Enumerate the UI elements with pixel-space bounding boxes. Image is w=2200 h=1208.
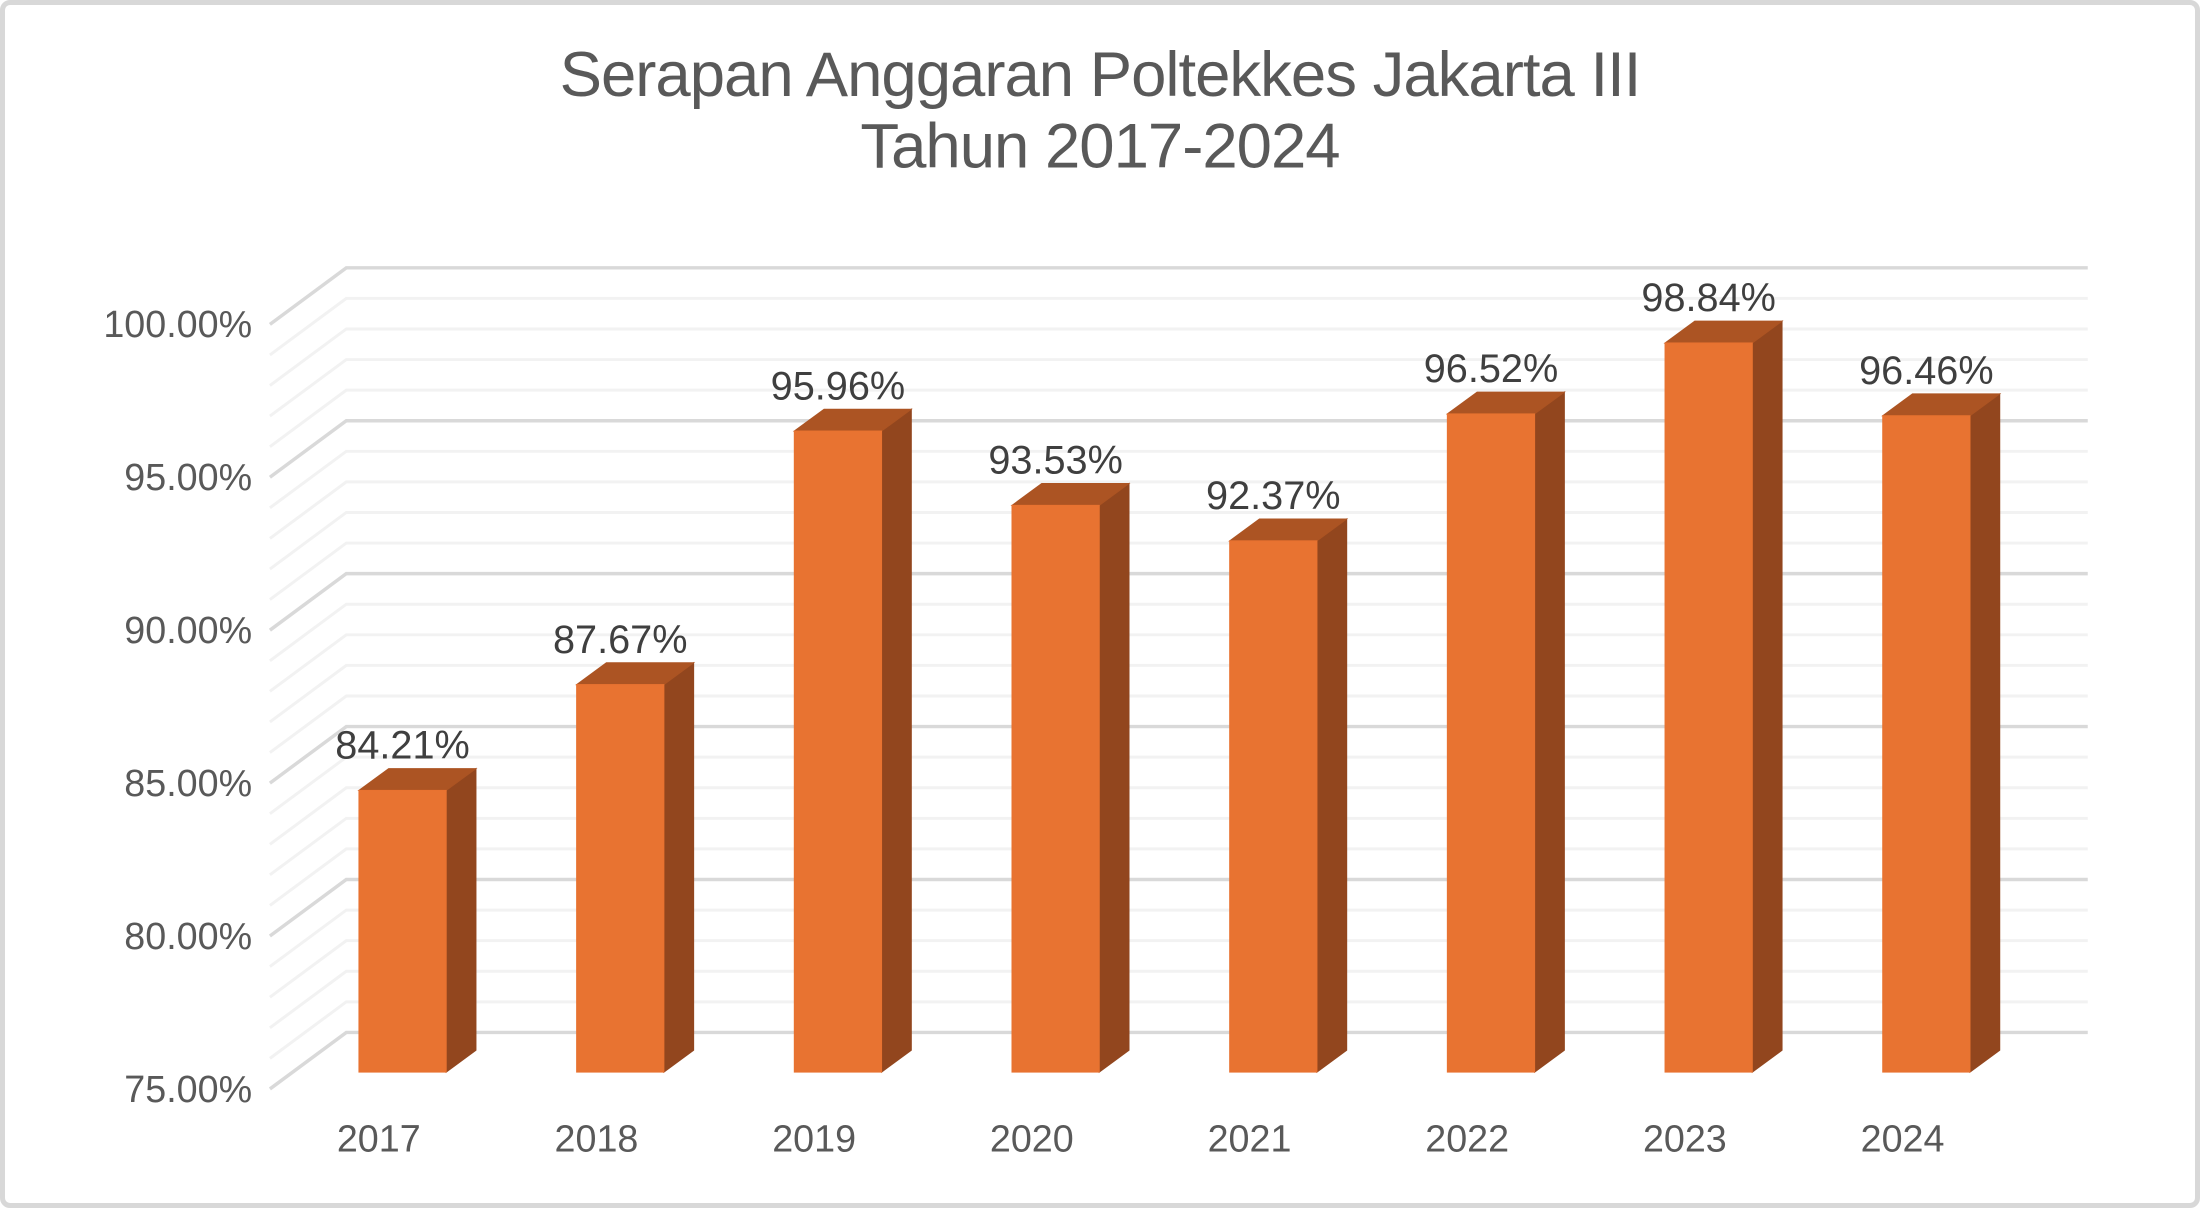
minor-gridline — [269, 449, 2088, 510]
minor-gridline — [269, 296, 2088, 357]
data-label-2020: 93.53% — [988, 439, 1122, 483]
x-tick-2020: 2020 — [990, 1117, 1074, 1159]
chart-title-line1: Serapan Anggaran Poltekkes Jakarta III — [560, 40, 1641, 110]
minor-gridline — [269, 694, 2088, 754]
bar-2022 — [1445, 391, 1566, 1074]
data-label-2024: 96.46% — [1859, 349, 1994, 393]
bar-side-face — [1969, 392, 2001, 1074]
bar-front-face — [358, 789, 447, 1073]
bar-front-face — [1664, 342, 1753, 1073]
minor-gridline — [269, 663, 2088, 724]
minor-gridline — [269, 908, 2088, 968]
x-tick-2019: 2019 — [772, 1117, 856, 1159]
data-label-2023: 98.84% — [1641, 276, 1776, 320]
bar-side-face — [1316, 518, 1348, 1074]
data-label-2018: 87.67% — [553, 618, 687, 662]
minor-gridline — [269, 510, 2088, 571]
minor-gridline — [269, 480, 2088, 540]
bar-front-face — [793, 430, 883, 1073]
minor-gridline — [269, 602, 2088, 662]
minor-gridline — [269, 939, 2088, 999]
plot-area: 84.21% 2017 87.67% 2018 95.96% 2019 93.53% 2020… — [103, 266, 2088, 1159]
bar-side-face — [1534, 391, 1565, 1074]
y-tick-100.00%: 100.00% — [103, 303, 252, 345]
minor-gridline — [269, 327, 2088, 387]
major-gridline — [268, 1030, 2088, 1091]
major-gridline — [268, 571, 2088, 632]
minor-gridline — [269, 1000, 2088, 1060]
x-tick-2024: 2024 — [1861, 1117, 1945, 1159]
chart-title-line2: Tahun 2017-2024 — [860, 112, 1339, 182]
bar-2019 — [792, 408, 913, 1074]
x-tick-2023: 2023 — [1643, 1117, 1727, 1159]
y-tick-90.00%: 90.00% — [124, 609, 252, 651]
bar-front-face — [1446, 413, 1536, 1073]
data-label-2019: 95.96% — [771, 364, 906, 408]
y-tick-75.00%: 75.00% — [124, 1068, 252, 1110]
major-gridline — [268, 418, 2088, 479]
x-tick-2017: 2017 — [337, 1117, 421, 1159]
major-gridline — [268, 877, 2088, 938]
bar-side-face — [445, 767, 477, 1074]
bar-2021 — [1228, 518, 1349, 1074]
bar-side-face — [1098, 482, 1130, 1074]
y-tick-80.00%: 80.00% — [124, 915, 252, 957]
data-label-2021: 92.37% — [1206, 474, 1341, 518]
bar-2018 — [575, 661, 696, 1074]
bar-front-face — [576, 684, 665, 1073]
bar-2024 — [1881, 392, 2002, 1074]
data-label-2022: 96.52% — [1424, 347, 1559, 391]
minor-gridline — [269, 388, 2088, 448]
bar-2017 — [357, 767, 478, 1074]
minor-gridline — [269, 358, 2088, 418]
minor-gridline — [269, 816, 2088, 877]
bar-front-face — [1011, 504, 1100, 1073]
minor-gridline — [269, 847, 2088, 907]
major-gridline — [268, 266, 2088, 326]
minor-gridline — [269, 786, 2088, 846]
data-label-2017: 84.21% — [335, 724, 470, 768]
x-tick-2021: 2021 — [1208, 1117, 1292, 1159]
x-tick-2022: 2022 — [1425, 1117, 1509, 1159]
bar-2023 — [1663, 320, 1784, 1074]
bar-chart: 84.21% 2017 87.67% 2018 95.96% 2019 93.53% 2020… — [103, 40, 2088, 1159]
bar-side-face — [881, 408, 912, 1074]
x-tick-2018: 2018 — [555, 1117, 639, 1159]
y-tick-85.00%: 85.00% — [124, 762, 252, 804]
bar-side-face — [663, 661, 695, 1074]
bar-side-face — [1751, 320, 1783, 1074]
minor-gridline — [269, 969, 2088, 1029]
minor-gridline — [269, 755, 2088, 815]
bar-front-face — [1882, 415, 1971, 1073]
major-gridline — [268, 724, 2088, 785]
bar-2020 — [1010, 482, 1131, 1074]
minor-gridline — [269, 633, 2088, 693]
minor-gridline — [269, 541, 2088, 601]
y-tick-95.00%: 95.00% — [124, 456, 252, 498]
bar-front-face — [1229, 540, 1318, 1073]
